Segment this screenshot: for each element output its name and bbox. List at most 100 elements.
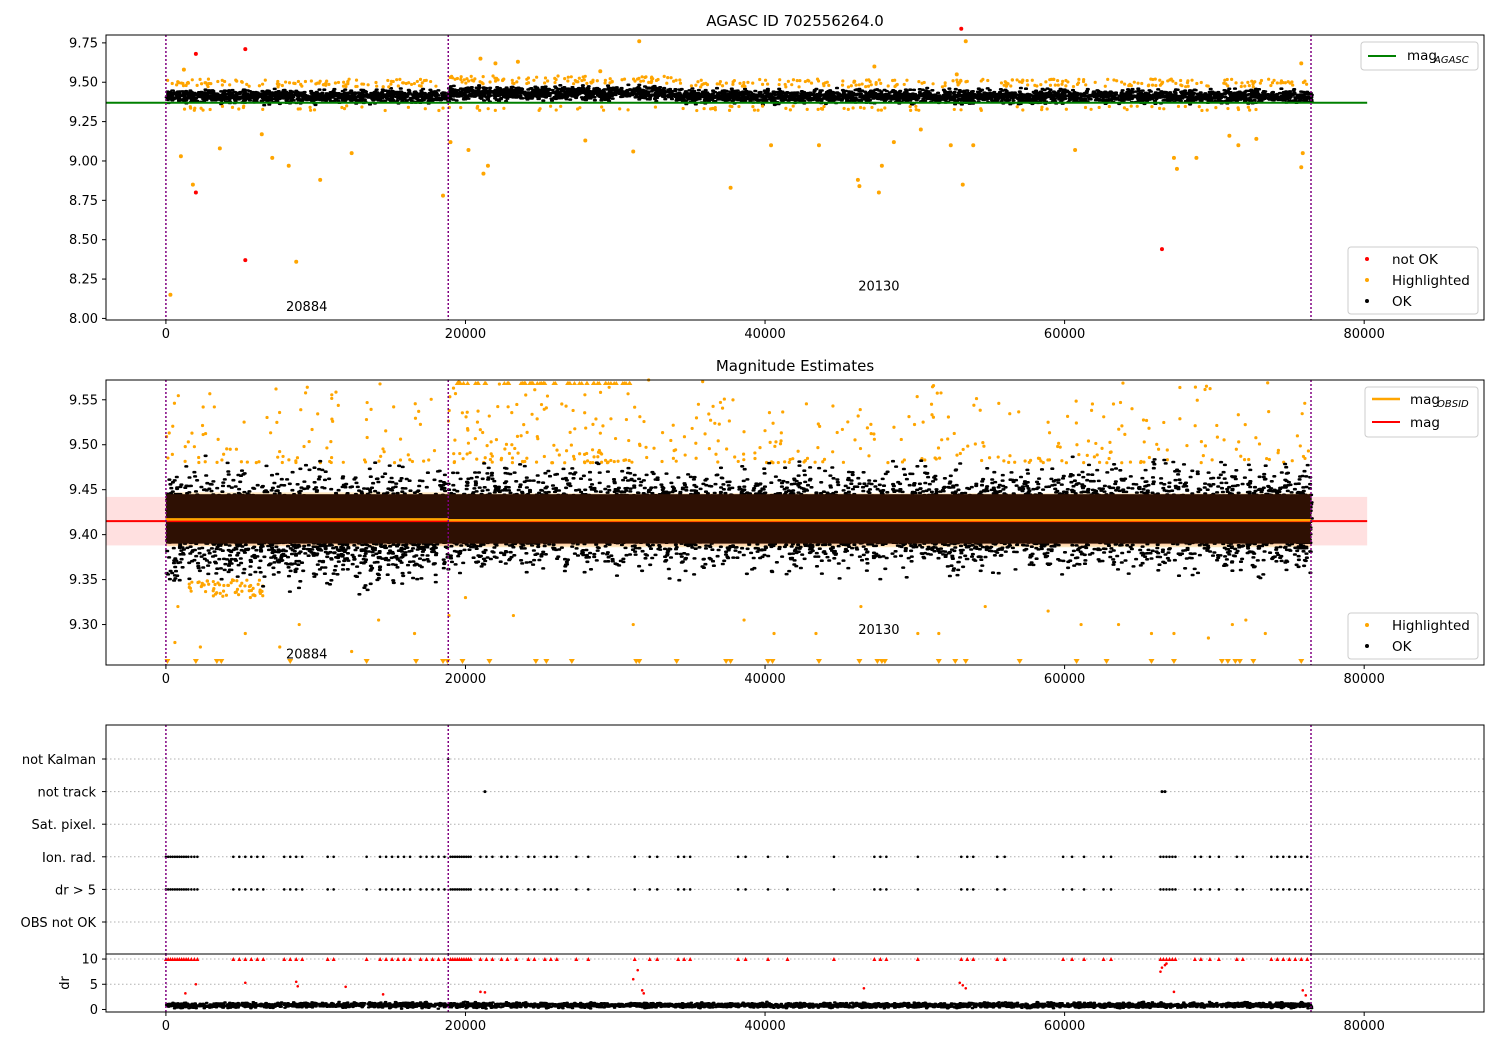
flag-point xyxy=(419,888,422,891)
highlighted-point xyxy=(412,631,417,636)
axes-frame xyxy=(105,953,1485,1013)
highlighted-point xyxy=(258,590,262,594)
highlighted-point xyxy=(1040,105,1044,109)
dr-capped-marker xyxy=(632,957,637,962)
highlighted-point xyxy=(1298,444,1302,448)
dr-capped-marker xyxy=(1164,957,1169,962)
highlighted-point xyxy=(716,439,720,443)
dr-capped-marker xyxy=(418,957,423,962)
highlighted-point xyxy=(569,75,573,79)
highlighted-point xyxy=(1257,442,1262,446)
highlighted-point xyxy=(1142,460,1146,464)
highlighted-point xyxy=(1186,84,1190,88)
highlighted-point xyxy=(1227,133,1232,138)
highlighted-point xyxy=(776,460,780,465)
highlighted-point xyxy=(937,631,941,636)
flag-point xyxy=(1293,888,1297,891)
dr-capped-marker xyxy=(1207,957,1212,962)
dr-capped-marker xyxy=(995,957,1000,962)
highlighted-point xyxy=(494,76,499,80)
highlighted-point xyxy=(233,590,237,595)
highlighted-point xyxy=(1236,106,1240,110)
highlighted-point xyxy=(591,460,595,465)
highlighted-point xyxy=(959,108,963,112)
flag-point xyxy=(178,855,181,859)
out-of-range-marker xyxy=(606,381,612,385)
highlighted-point xyxy=(257,84,261,88)
flag-point xyxy=(166,888,170,891)
not-ok-point xyxy=(193,190,198,195)
flag-point xyxy=(744,888,747,891)
flag-point xyxy=(1235,855,1239,859)
highlighted-point xyxy=(853,79,857,83)
y-tick-label: 9.55 xyxy=(69,393,98,408)
highlighted-point xyxy=(568,430,572,435)
highlighted-point xyxy=(753,456,757,461)
highlighted-point xyxy=(1210,458,1214,462)
highlighted-point xyxy=(391,79,395,84)
highlighted-point xyxy=(365,435,369,440)
highlighted-point xyxy=(633,79,637,83)
highlighted-point xyxy=(182,107,187,111)
dr-capped-marker xyxy=(325,957,330,962)
highlighted-point xyxy=(229,581,233,585)
flag-point xyxy=(396,888,400,891)
highlighted-point xyxy=(1154,83,1158,88)
x-tick-label: 20000 xyxy=(445,1019,486,1034)
highlighted-point xyxy=(401,81,405,85)
dr-capped-marker xyxy=(514,957,519,962)
highlighted-point xyxy=(478,56,483,61)
highlighted-point xyxy=(854,83,858,87)
highlighted-point xyxy=(1083,105,1088,110)
x-tick-label: 80000 xyxy=(1343,672,1384,687)
highlighted-point xyxy=(341,460,345,464)
dr-capped-marker xyxy=(390,957,395,962)
highlighted-point xyxy=(469,74,473,78)
highlighted-point xyxy=(709,107,713,111)
highlighted-point xyxy=(846,107,850,111)
flag-point xyxy=(1235,888,1239,891)
y-tick-label: 9.45 xyxy=(69,483,98,498)
y-axis-label: dr xyxy=(58,976,73,990)
highlighted-point xyxy=(751,81,755,85)
highlighted-point xyxy=(1149,77,1153,81)
highlighted-point xyxy=(235,579,239,583)
highlighted-point xyxy=(383,108,387,113)
flag-point xyxy=(527,855,530,859)
highlighted-point xyxy=(1071,84,1076,89)
flag-point xyxy=(1102,855,1105,859)
highlighted-point xyxy=(921,420,925,424)
dr-outlier-point xyxy=(479,990,482,994)
highlighted-point xyxy=(787,460,791,464)
highlighted-point xyxy=(1142,440,1146,444)
highlighted-point xyxy=(1135,104,1139,108)
highlighted-point xyxy=(682,435,687,439)
highlighted-point xyxy=(728,185,733,190)
dr-capped-marker xyxy=(736,957,741,962)
highlighted-point xyxy=(972,403,976,407)
highlighted-point xyxy=(276,455,280,459)
highlighted-point xyxy=(876,108,880,112)
dr-outlier-point xyxy=(1159,970,1162,973)
highlighted-point xyxy=(553,80,557,85)
flag-point xyxy=(485,855,488,859)
highlighted-point xyxy=(999,81,1004,85)
highlighted-point xyxy=(1223,78,1227,82)
highlighted-point xyxy=(211,594,215,598)
highlighted-point xyxy=(465,410,469,414)
highlighted-point xyxy=(549,104,553,108)
highlighted-point xyxy=(572,457,576,461)
highlighted-point xyxy=(695,108,699,113)
dr-capped-marker xyxy=(965,957,970,962)
highlighted-point xyxy=(784,106,788,110)
highlighted-point xyxy=(1046,609,1050,613)
highlighted-point xyxy=(1184,85,1188,89)
highlighted-point xyxy=(203,589,208,594)
highlighted-point xyxy=(1147,455,1151,460)
highlighted-point xyxy=(1246,105,1250,109)
highlighted-point xyxy=(460,80,464,84)
highlighted-point xyxy=(1013,460,1017,464)
highlighted-point xyxy=(1178,417,1182,421)
flag-point xyxy=(1171,888,1174,891)
highlighted-point xyxy=(1060,82,1064,86)
